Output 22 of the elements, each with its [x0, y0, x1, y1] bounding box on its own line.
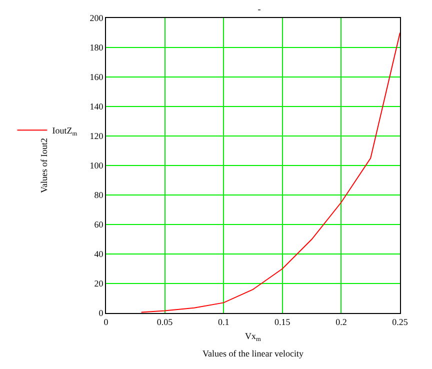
x-tick-label: 0.25 — [392, 316, 408, 327]
y-tick-label: 120 — [90, 131, 104, 142]
legend-label: IoutZ$_{m}$ — [52, 126, 78, 138]
text: Vx$_{m}$ — [245, 331, 261, 343]
y-tick-label: 180 — [90, 42, 104, 53]
y-tick-label: 20 — [94, 278, 104, 289]
chart-title: - — [258, 4, 261, 14]
y-tick-label: 140 — [90, 102, 104, 112]
y-axis-title: Values of Iout2 — [39, 138, 50, 193]
y-tick-label: 60 — [94, 220, 104, 230]
y-tick-label: 200 — [90, 13, 104, 24]
x-tick-label: 0.05 — [156, 316, 174, 327]
x-tick-label: 0.15 — [274, 316, 291, 327]
x-tick-label: 0.1 — [218, 316, 230, 327]
y-tick-label: 100 — [90, 160, 104, 171]
x-tick-label: 0.2 — [336, 316, 347, 327]
y-tick-label: 80 — [94, 190, 104, 200]
y-tick-label: 160 — [90, 72, 104, 82]
x-axis-title: Values of the linear velocity — [202, 348, 304, 359]
line-series — [140, 32, 400, 313]
y-tick-label: 40 — [94, 249, 104, 260]
y-tick-label: 0 — [98, 308, 104, 318]
